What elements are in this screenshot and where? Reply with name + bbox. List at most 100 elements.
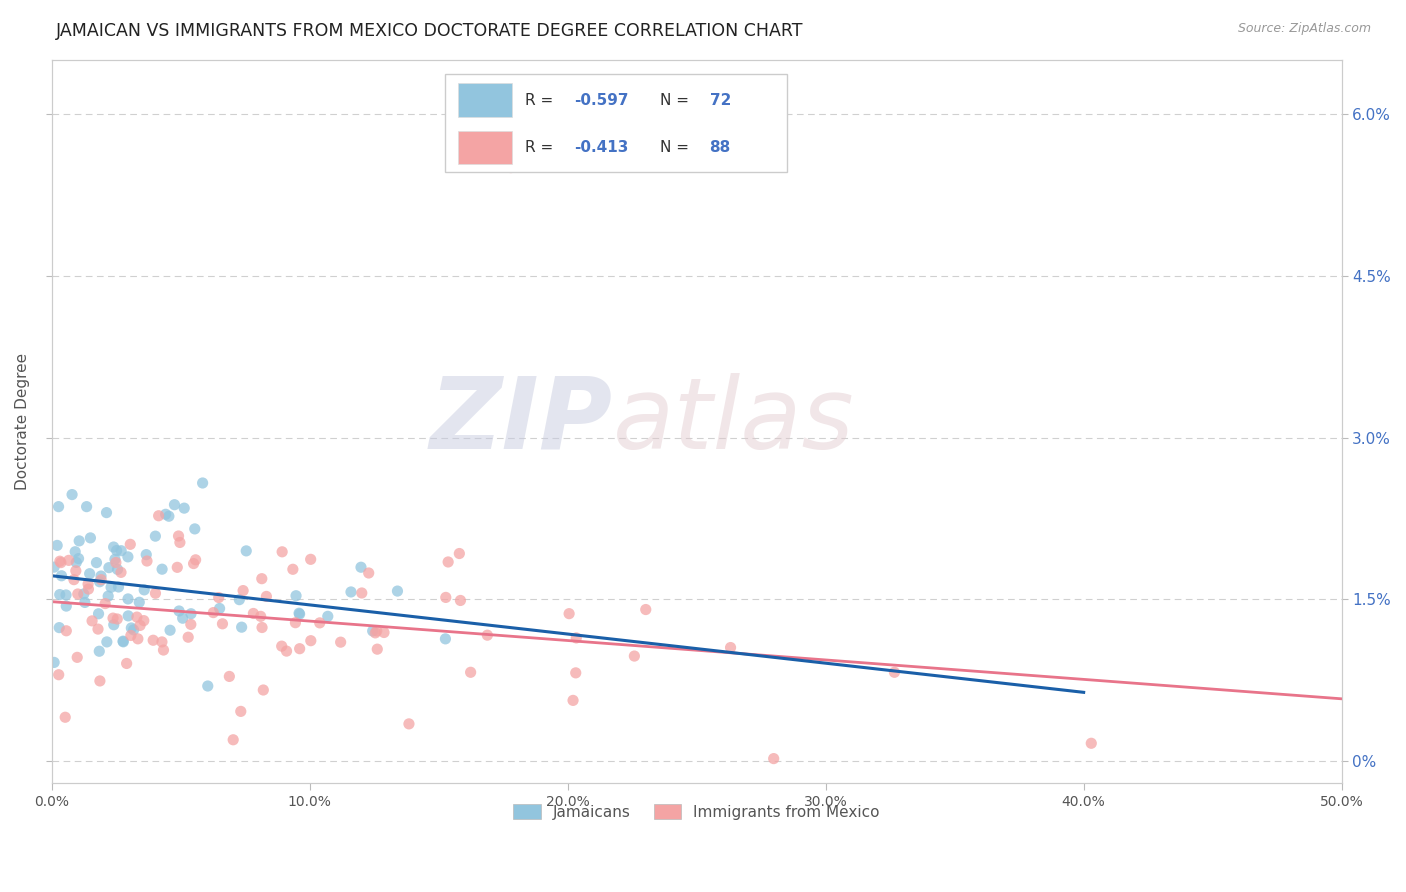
Point (228, 592, 250, 607)
Point (249, 609, 271, 624)
Point (252, 683, 274, 698)
Point (1080, 736, 1102, 750)
Point (250, 620, 273, 634)
Point (169, 535, 191, 549)
Point (167, 604, 190, 618)
Point (449, 547, 471, 561)
FancyBboxPatch shape (446, 74, 787, 172)
Point (437, 555, 460, 569)
Point (60, 487, 83, 501)
Point (231, 620, 253, 634)
Y-axis label: Doctorate Degree: Doctorate Degree (15, 352, 30, 490)
Point (122, 623, 145, 637)
Legend: Jamaicans, Immigrants from Mexico: Jamaicans, Immigrants from Mexico (508, 798, 886, 826)
Point (288, 607, 311, 621)
Point (271, 545, 294, 559)
Point (66, 650, 89, 665)
Point (364, 626, 387, 640)
Point (350, 586, 373, 600)
Point (281, 562, 304, 576)
Point (89, 673, 111, 688)
Point (120, 628, 142, 642)
Point (136, 554, 159, 568)
Point (366, 624, 388, 638)
Point (477, 628, 499, 642)
Point (115, 657, 138, 671)
Point (361, 624, 384, 638)
Point (623, 648, 645, 663)
Point (79, 566, 101, 581)
Text: N =: N = (661, 140, 695, 155)
Point (308, 615, 330, 630)
Text: ZIP: ZIP (430, 373, 613, 470)
Point (107, 580, 129, 594)
Point (96, 635, 118, 649)
Point (46, 538, 69, 552)
Point (97, 560, 120, 574)
Point (366, 642, 388, 657)
Point (87, 622, 110, 636)
Point (180, 607, 202, 621)
Point (87, 607, 110, 621)
Point (270, 639, 292, 653)
Point (104, 552, 127, 566)
Point (58, 553, 80, 567)
Point (66, 587, 89, 601)
Text: -0.597: -0.597 (574, 93, 628, 108)
Point (276, 644, 298, 658)
Point (65, 555, 87, 569)
Point (250, 572, 273, 586)
Point (218, 669, 240, 683)
Point (135, 548, 157, 562)
Point (55, 599, 77, 613)
Point (48, 500, 70, 514)
Point (110, 566, 132, 580)
Point (208, 591, 231, 605)
Point (112, 635, 135, 649)
Point (316, 609, 339, 624)
Point (288, 606, 311, 620)
Point (134, 582, 156, 597)
Point (120, 537, 142, 551)
Point (434, 591, 457, 605)
Point (387, 584, 409, 599)
Point (150, 562, 173, 576)
Point (159, 624, 181, 638)
Point (232, 583, 254, 598)
Point (105, 612, 128, 626)
Point (762, 751, 785, 765)
Point (634, 602, 657, 616)
Point (101, 611, 124, 625)
Point (53, 710, 76, 724)
Point (229, 705, 252, 719)
Point (177, 630, 200, 644)
Text: -0.413: -0.413 (574, 140, 628, 155)
Point (110, 543, 132, 558)
Point (166, 560, 188, 574)
Point (112, 634, 135, 648)
Point (142, 633, 165, 648)
Point (180, 617, 202, 632)
Point (128, 595, 150, 609)
Point (107, 562, 129, 576)
Point (86, 556, 108, 570)
Point (357, 566, 380, 580)
Point (77, 582, 100, 596)
Point (202, 606, 225, 620)
Point (48, 621, 70, 635)
FancyBboxPatch shape (458, 131, 512, 164)
Point (299, 633, 322, 648)
Point (145, 529, 167, 543)
Point (145, 586, 167, 600)
Point (883, 665, 905, 680)
Point (96, 506, 118, 520)
Point (117, 591, 139, 606)
Point (129, 618, 152, 632)
Point (254, 590, 277, 604)
Point (104, 556, 127, 570)
Point (285, 589, 308, 603)
Point (499, 161, 522, 175)
Point (184, 553, 207, 567)
Point (152, 643, 174, 657)
Text: 88: 88 (710, 140, 731, 155)
